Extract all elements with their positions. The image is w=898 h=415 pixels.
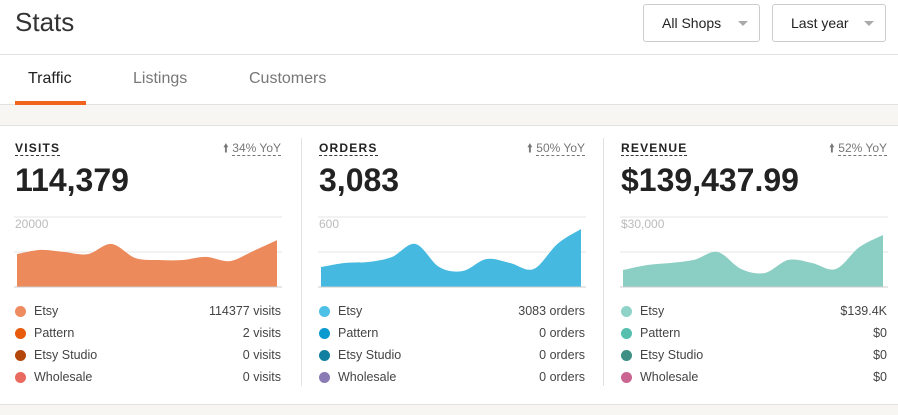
visits-yoy[interactable]: 🠙 34% YoY bbox=[222, 141, 281, 156]
shop-select-value: All Shops bbox=[662, 15, 722, 31]
legend-value: 0 orders bbox=[539, 326, 585, 340]
revenue-label[interactable]: REVENUE bbox=[621, 141, 688, 156]
arrow-up-icon: 🠙 bbox=[828, 141, 835, 155]
page-title: Stats bbox=[15, 7, 75, 37]
legend-value: $0 bbox=[873, 326, 887, 340]
legend-item: Wholesale bbox=[621, 366, 698, 388]
legend-dot bbox=[15, 327, 26, 339]
legend-item: Etsy bbox=[15, 300, 58, 322]
legend-item: Etsy Studio bbox=[15, 344, 97, 366]
tab-traffic[interactable]: Traffic bbox=[28, 70, 72, 87]
legend-item: Etsy Studio bbox=[319, 344, 401, 366]
legend-dot bbox=[319, 327, 330, 339]
legend-name: Etsy bbox=[640, 304, 665, 318]
y-axis-max-label: 600 bbox=[319, 217, 339, 231]
legend-dot bbox=[15, 305, 26, 317]
tab-customers[interactable]: Customers bbox=[249, 70, 327, 87]
legend-dot bbox=[15, 371, 26, 383]
legend-dot bbox=[621, 305, 632, 317]
legend-item: Wholesale bbox=[15, 366, 92, 388]
orders-label[interactable]: ORDERS bbox=[319, 141, 378, 156]
revenue-total: $139,437.99 bbox=[621, 162, 799, 198]
period-select-value: Last year bbox=[791, 15, 849, 31]
legend-name: Pattern bbox=[34, 326, 75, 340]
period-select[interactable]: Last year bbox=[772, 4, 886, 42]
divider bbox=[0, 54, 898, 55]
arrow-up-icon: 🠙 bbox=[526, 141, 533, 155]
legend-value: 0 visits bbox=[242, 370, 281, 384]
legend-name: Etsy Studio bbox=[640, 348, 704, 362]
revenue-area-series bbox=[623, 234, 883, 287]
shop-select[interactable]: All Shops bbox=[643, 4, 760, 42]
legend-item: Pattern bbox=[621, 322, 680, 344]
legend-name: Wholesale bbox=[640, 370, 699, 384]
legend-name: Etsy bbox=[34, 304, 59, 318]
stats-panel: VISITS 🠙 34% YoY 114,379 20000 Etsy 114377 … bbox=[0, 125, 898, 405]
legend-name: Wholesale bbox=[338, 370, 397, 384]
legend-dot bbox=[621, 371, 632, 383]
legend-dot bbox=[15, 349, 26, 361]
legend-item: Wholesale bbox=[319, 366, 396, 388]
card-divider bbox=[603, 138, 604, 386]
legend-item: Etsy Studio bbox=[621, 344, 703, 366]
tab-listings[interactable]: Listings bbox=[133, 70, 188, 87]
visits-label[interactable]: VISITS bbox=[15, 141, 61, 156]
legend-value: 0 visits bbox=[242, 348, 281, 362]
legend-name: Etsy Studio bbox=[34, 348, 98, 362]
y-axis-max-label: $30,000 bbox=[621, 217, 665, 231]
orders-total: 3,083 bbox=[319, 162, 400, 198]
legend-item: Pattern bbox=[15, 322, 74, 344]
legend-value: $0 bbox=[873, 370, 887, 384]
legend-dot bbox=[319, 305, 330, 317]
legend-name: Pattern bbox=[640, 326, 681, 340]
visits-area-series bbox=[17, 240, 277, 287]
orders-chart: 600 bbox=[318, 216, 586, 288]
orders-area-series bbox=[321, 229, 581, 287]
legend-name: Pattern bbox=[338, 326, 379, 340]
legend-value: $139.4K bbox=[840, 304, 887, 318]
legend-value: $0 bbox=[873, 348, 887, 362]
revenue-chart: $30,000 bbox=[620, 216, 888, 288]
legend-name: Wholesale bbox=[34, 370, 93, 384]
legend-item: Etsy bbox=[319, 300, 362, 322]
orders-yoy[interactable]: 🠙 50% YoY bbox=[526, 141, 585, 156]
chevron-down-icon bbox=[738, 21, 748, 26]
legend-item: Pattern bbox=[319, 322, 378, 344]
header: Stats All Shops Last year Traffic Listin… bbox=[0, 0, 898, 105]
legend-dot bbox=[621, 349, 632, 361]
active-tab-indicator bbox=[15, 101, 86, 105]
y-axis-max-label: 20000 bbox=[15, 217, 49, 231]
legend-value: 2 visits bbox=[242, 326, 281, 340]
visits-chart: 20000 bbox=[14, 216, 282, 288]
legend-dot bbox=[319, 349, 330, 361]
legend-dot bbox=[621, 327, 632, 339]
card-divider bbox=[301, 138, 302, 386]
chevron-down-icon bbox=[864, 21, 874, 26]
legend-name: Etsy bbox=[338, 304, 363, 318]
arrow-up-icon: 🠙 bbox=[222, 141, 229, 155]
legend-dot bbox=[319, 371, 330, 383]
legend-item: Etsy bbox=[621, 300, 664, 322]
legend-name: Etsy Studio bbox=[338, 348, 402, 362]
legend-value: 0 orders bbox=[539, 348, 585, 362]
revenue-yoy[interactable]: 🠙 52% YoY bbox=[828, 141, 887, 156]
legend-value: 0 orders bbox=[539, 370, 585, 384]
visits-total: 114,379 bbox=[15, 162, 129, 198]
legend-value: 114377 visits bbox=[208, 304, 281, 318]
legend-value: 3083 orders bbox=[518, 304, 585, 318]
